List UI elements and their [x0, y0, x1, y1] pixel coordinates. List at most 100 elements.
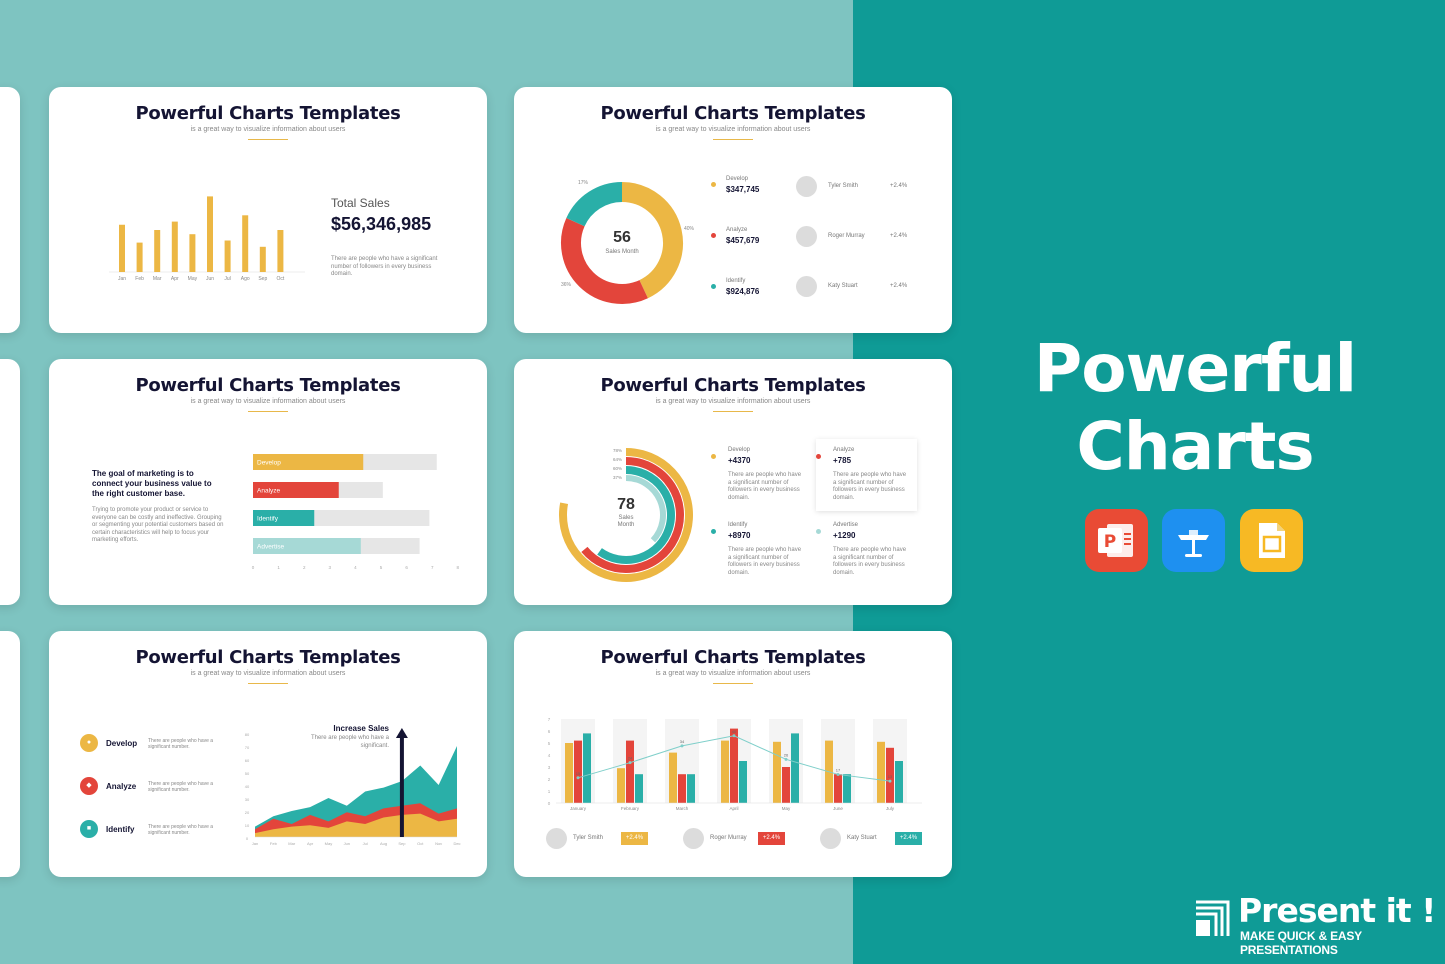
card-area-chart: Powerful Charts Templates is a great way… [49, 631, 487, 877]
marketing-heading: The goal of marketing is to connect your… [92, 469, 212, 498]
title-underline [248, 411, 288, 412]
y-tick-label: 70 [245, 745, 250, 750]
card-subtitle: is a great way to visualize information … [190, 126, 346, 133]
trend-point [836, 772, 840, 776]
title-underline [713, 139, 753, 140]
donut-slice-analyze [561, 218, 648, 304]
legend-value: $457,679 [726, 236, 760, 245]
item-value: +4370 [728, 456, 751, 465]
partial-card-left-3 [0, 631, 20, 877]
item-description: There are people who have a significant … [833, 472, 907, 501]
title-underline [248, 683, 288, 684]
item-label: Identify [728, 522, 748, 528]
person-name: Katy Stuart [828, 283, 858, 289]
bar-identify [253, 510, 315, 526]
x-tick-label: 5 [380, 565, 383, 570]
x-tick-label: 4 [354, 565, 357, 570]
bar-march [669, 752, 677, 803]
item-icon: ■ [80, 820, 98, 838]
change-badge: +2.4% [621, 832, 648, 845]
trend-point [576, 776, 580, 780]
pct-label: 78% [613, 448, 623, 453]
x-tick-label: Jan [252, 841, 258, 846]
bar-april [739, 761, 747, 803]
item-label: Identify [106, 825, 135, 834]
x-tick-label: Feb [270, 841, 278, 846]
x-tick-label: Mar [288, 841, 296, 846]
change-badge: +2.4% [758, 832, 785, 845]
x-tick-label: Jan [118, 276, 126, 282]
y-tick-label: 10 [245, 823, 250, 828]
y-tick-label: 7 [548, 717, 551, 722]
present-it-logo-icon [1196, 900, 1230, 936]
bar-june [834, 774, 842, 803]
item-label: Develop [106, 739, 138, 748]
x-tick-label: Jun [344, 841, 350, 846]
donut-hole [584, 205, 660, 281]
trend-point [888, 779, 892, 783]
pct-label: 37% [613, 475, 623, 480]
x-tick-label: Nov [435, 841, 442, 846]
bar-july [886, 747, 894, 803]
bar-jun [207, 196, 213, 272]
total-sales-label: Total Sales [331, 196, 390, 210]
avatar [820, 828, 841, 849]
trend-label: 13 [888, 774, 893, 779]
person-change: +2.4% [890, 283, 908, 289]
pct-label: 40% [684, 226, 695, 232]
title-underline [713, 411, 753, 412]
y-tick-label: 6 [548, 729, 551, 734]
legend-dot [711, 182, 716, 187]
donut-slice-identify [566, 182, 623, 227]
bar-feb [136, 242, 143, 272]
bar-may [791, 733, 799, 803]
x-tick-label: Mar [153, 276, 162, 282]
card-subtitle: is a great way to visualize information … [190, 670, 346, 677]
person-name: Tyler Smith [828, 183, 859, 189]
radial-center-value: 78 [617, 496, 635, 513]
x-tick-label: Jun [206, 276, 214, 282]
growth-arrow-head [395, 728, 408, 738]
x-tick-label: Apr [171, 276, 179, 282]
svg-text:P: P [1104, 532, 1116, 552]
x-tick-label: 0 [252, 565, 255, 570]
card-title: Powerful Charts Templates [135, 103, 401, 124]
y-tick-label: 0 [548, 801, 551, 806]
area-series-develop [255, 813, 457, 837]
bar-label: Analyze [257, 488, 281, 495]
trend-label: 40 [732, 729, 737, 734]
card-subtitle: is a great way to visualize information … [190, 398, 346, 405]
legend-dot [711, 284, 716, 289]
bar-ago [242, 215, 249, 272]
bar-january [583, 733, 591, 803]
x-tick-label: Oct [417, 841, 424, 846]
item-value: +8970 [728, 531, 751, 540]
bar-chart: Jan Feb Mar Apr May Jun Jul Ago Sep Oct [109, 196, 305, 282]
trend-label: 24 [628, 756, 633, 761]
x-tick-label: 8 [457, 565, 460, 570]
radial-arc-analyze [581, 457, 684, 573]
bar-develop [253, 454, 364, 470]
card-title: Powerful Charts Templates [135, 647, 401, 668]
avatar [796, 276, 817, 297]
google-slides-icon [1240, 509, 1303, 572]
x-tick-label: Apr [307, 841, 314, 846]
y-tick-label: 20 [245, 810, 250, 815]
avatar [796, 226, 817, 247]
item-icon: ◆ [80, 777, 98, 795]
card-horizontal-bar: Powerful Charts Templates is a great way… [49, 359, 487, 605]
bar-analyze [253, 482, 339, 498]
bar-january [574, 740, 582, 803]
item-description: There are people who have a significant … [148, 738, 214, 750]
item-icon: ● [80, 734, 98, 752]
person-change: +2.4% [890, 183, 908, 189]
bar-february [626, 740, 634, 803]
x-tick-label: Oct [277, 276, 285, 282]
trend-point [784, 757, 788, 761]
bar-april [730, 728, 738, 803]
trend-point [628, 761, 632, 765]
x-tick-label: April [729, 806, 738, 811]
bar-february [617, 768, 625, 803]
bar-oct [277, 230, 284, 272]
